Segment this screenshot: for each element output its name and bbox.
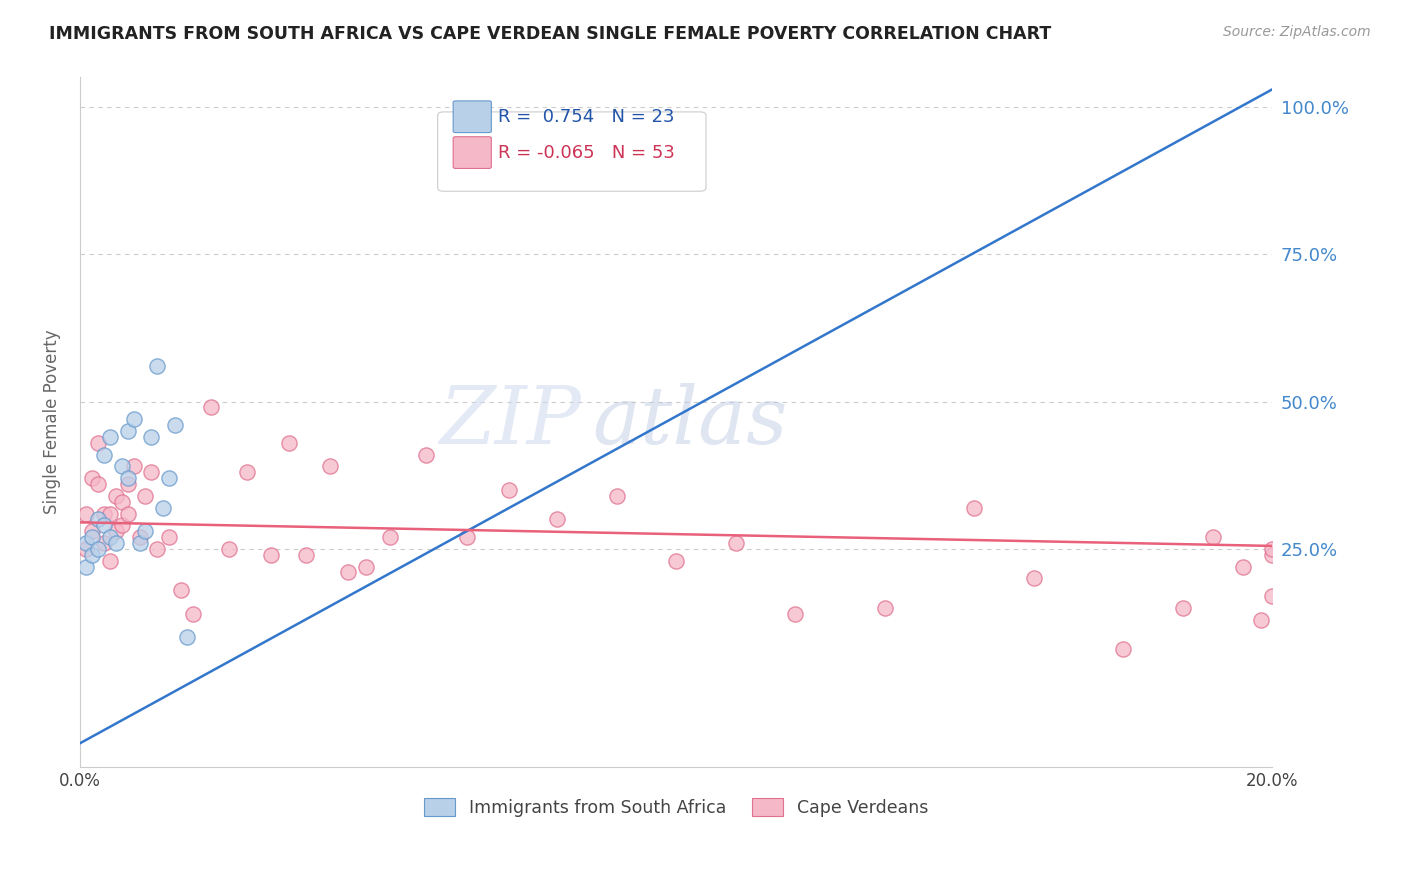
Point	[128, 536, 150, 550]
Point	[236, 465, 259, 479]
Point	[80, 524, 103, 539]
Point	[1261, 541, 1284, 556]
Point	[1022, 571, 1045, 585]
Point	[1250, 613, 1272, 627]
Point	[157, 471, 180, 485]
Point	[181, 607, 204, 621]
Point	[75, 559, 97, 574]
Point	[75, 536, 97, 550]
Point	[1261, 548, 1284, 562]
Point	[146, 359, 169, 374]
Point	[456, 530, 478, 544]
Point	[1171, 600, 1194, 615]
FancyBboxPatch shape	[453, 101, 491, 133]
Point	[873, 600, 896, 615]
Point	[104, 536, 127, 550]
Point	[93, 518, 115, 533]
Point	[176, 630, 198, 644]
Point	[170, 583, 193, 598]
Point	[1202, 530, 1225, 544]
Text: IMMIGRANTS FROM SOUTH AFRICA VS CAPE VERDEAN SINGLE FEMALE POVERTY CORRELATION C: IMMIGRANTS FROM SOUTH AFRICA VS CAPE VER…	[49, 25, 1052, 43]
Point	[110, 459, 132, 474]
Point	[98, 430, 121, 444]
Point	[146, 541, 169, 556]
Point	[87, 435, 110, 450]
Point	[80, 548, 103, 562]
Point	[546, 512, 568, 526]
Point	[93, 448, 115, 462]
Point	[498, 483, 520, 497]
Point	[117, 471, 139, 485]
Point	[785, 607, 807, 621]
Point	[93, 507, 115, 521]
Text: R = -0.065   N = 53: R = -0.065 N = 53	[499, 144, 675, 161]
Point	[963, 500, 986, 515]
Point	[80, 530, 103, 544]
Point	[110, 494, 132, 508]
Point	[1112, 642, 1135, 657]
Point	[104, 489, 127, 503]
Point	[122, 459, 145, 474]
Point	[117, 507, 139, 521]
Point	[141, 465, 163, 479]
Point	[157, 530, 180, 544]
Point	[128, 530, 150, 544]
Point	[141, 430, 163, 444]
Point	[415, 448, 437, 462]
Point	[104, 524, 127, 539]
Text: R =  0.754   N = 23: R = 0.754 N = 23	[499, 108, 675, 126]
Text: Source: ZipAtlas.com: Source: ZipAtlas.com	[1223, 25, 1371, 39]
Point	[260, 548, 283, 562]
Point	[200, 401, 222, 415]
Y-axis label: Single Female Poverty: Single Female Poverty	[44, 330, 60, 515]
Point	[93, 536, 115, 550]
Point	[87, 477, 110, 491]
Point	[218, 541, 240, 556]
Point	[98, 530, 121, 544]
Point	[319, 459, 342, 474]
Point	[75, 541, 97, 556]
Point	[80, 471, 103, 485]
Point	[122, 412, 145, 426]
Point	[98, 554, 121, 568]
Point	[378, 530, 401, 544]
Text: ZIP: ZIP	[439, 384, 581, 461]
Point	[87, 541, 110, 556]
Point	[354, 559, 377, 574]
Point	[665, 554, 688, 568]
Point	[606, 489, 628, 503]
Point	[117, 477, 139, 491]
Point	[134, 489, 156, 503]
Point	[117, 424, 139, 438]
Point	[75, 507, 97, 521]
Point	[152, 500, 174, 515]
FancyBboxPatch shape	[453, 136, 491, 169]
Point	[724, 536, 747, 550]
Text: atlas: atlas	[593, 384, 789, 461]
Point	[110, 518, 132, 533]
Point	[134, 524, 156, 539]
Point	[98, 507, 121, 521]
FancyBboxPatch shape	[437, 112, 706, 191]
Point	[295, 548, 318, 562]
Point	[277, 435, 299, 450]
Point	[337, 566, 360, 580]
Point	[1232, 559, 1254, 574]
Point	[87, 512, 110, 526]
Point	[1261, 589, 1284, 603]
Legend: Immigrants from South Africa, Cape Verdeans: Immigrants from South Africa, Cape Verde…	[416, 790, 935, 823]
Point	[165, 418, 187, 433]
